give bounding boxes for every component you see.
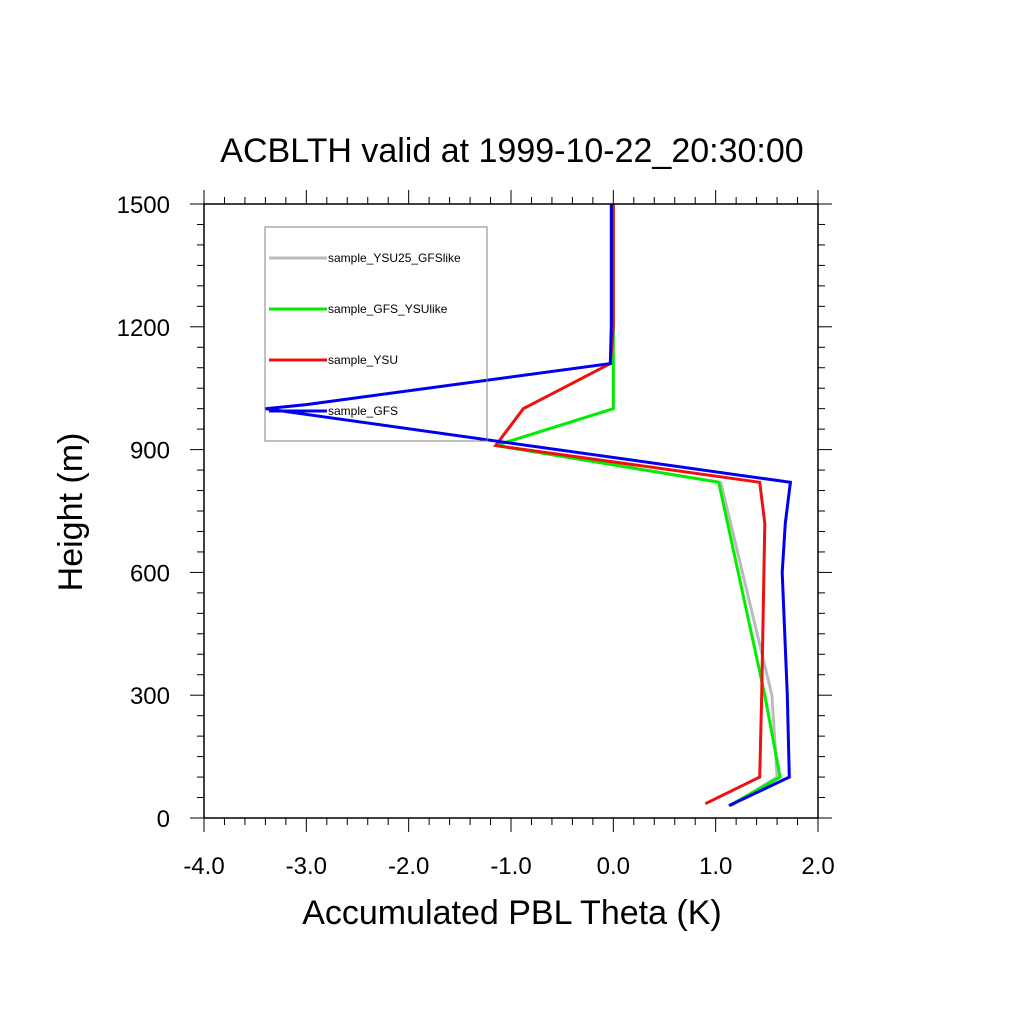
plot-frame (203, 203, 819, 819)
x-axis-label: Accumulated PBL Theta (K) (302, 894, 722, 932)
series-layer (265, 204, 793, 808)
legend-label-0: sample_YSU25_GFSlike (328, 251, 461, 265)
y-tick-label: 300 (130, 683, 170, 710)
series-line-3 (265, 204, 793, 808)
x-tick-label: -2.0 (388, 853, 429, 880)
x-tick-label: -4.0 (183, 853, 224, 880)
y-tick-label: 0 (157, 806, 170, 833)
series-line-0 (495, 204, 779, 807)
x-tick-label: -1.0 (490, 853, 531, 880)
legend-box (264, 226, 488, 442)
ticks-layer: -4.0 -3.0 -2.0 -1.0 0.0 1.0 2.0 0 300 600 900 1200 1… (117, 190, 835, 880)
x-tick-label: 2.0 (801, 853, 834, 880)
series-line-1 (495, 204, 782, 808)
y-tick-label: 1200 (117, 315, 170, 342)
legend-label-1: sample_GFS_YSUlike (328, 302, 448, 316)
chart-title: ACBLTH valid at 1999-10-22_20:30:00 (220, 132, 803, 170)
y-tick-label: 900 (130, 438, 170, 465)
legend-label-3: sample_GFS (328, 404, 398, 418)
legend-label-2: sample_YSU (328, 353, 398, 367)
legend: sample_YSU25_GFSlike sample_GFS_YSUlikesa… (264, 226, 488, 442)
x-tick-label: 1.0 (699, 853, 732, 880)
x-tick-label: -3.0 (286, 853, 327, 880)
y-tick-label: 600 (130, 560, 170, 587)
y-tick-label: 1500 (117, 192, 170, 219)
legend-items: sample_YSU25_GFSlike sample_GFS_YSUlikesa… (269, 251, 461, 418)
x-tick-label: 0.0 (597, 853, 630, 880)
plot-area: sample_YSU25_GFSlike sample_GFS_YSUlikesa… (117, 190, 835, 880)
y-axis-label: Height (m) (52, 433, 90, 592)
